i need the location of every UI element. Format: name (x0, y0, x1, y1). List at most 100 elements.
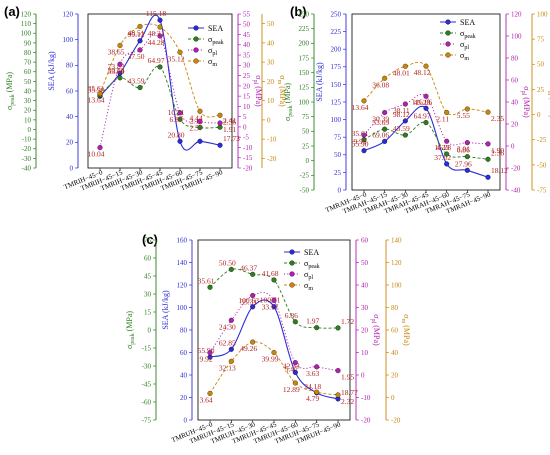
legend-marker (445, 19, 451, 25)
tick-label: 30 (24, 97, 32, 105)
tick-label: 20 (66, 139, 74, 147)
data-point (137, 84, 143, 91)
data-point (464, 167, 470, 173)
data-label: 38.65 (108, 47, 125, 56)
data-label: 55.90 (352, 140, 369, 149)
axis-peak: -50 -25 0 25 50 75 100 125 150 175 200 225 250 σpeak … (283, 10, 315, 194)
legend-label: σpl (304, 270, 313, 281)
data-point (228, 358, 234, 364)
data-point (292, 369, 298, 375)
data-label: 35.31 (240, 298, 257, 307)
data-point (402, 118, 408, 124)
legend-label: σpeak (208, 35, 224, 46)
tick-label: 60 (144, 254, 152, 262)
tick-label: 20 (180, 394, 188, 402)
axis-m: -20 0 20 40 60 80 100 120 140 σm (MPa) (385, 236, 411, 424)
tick-label: 40 (66, 113, 74, 121)
tick-label: 80 (511, 54, 519, 62)
tick-label: 140 (177, 259, 188, 267)
series-pl: 9.93 30.39 38.11 45.23 4.33 3.01 1.90 (353, 93, 504, 155)
legend-label: σpl (460, 40, 469, 51)
tick-label: -5 (243, 134, 249, 142)
series-m: 3.64 32.13 49.26 39.99 12.89 4.79 2.32 (199, 339, 354, 406)
series-sea: 55.90 62.85 100.63 100.71 42.33 24.18 18.77 (198, 296, 358, 402)
axis-title: σpl (MPa) (520, 86, 531, 118)
tick-label: 120 (177, 281, 188, 289)
tick-label: -20 (22, 145, 32, 153)
tick-label: -25 (537, 136, 547, 144)
data-label: 43.59 (393, 124, 410, 133)
data-point (423, 93, 429, 99)
tick-label: 100 (537, 10, 548, 18)
legend-marker (289, 271, 295, 277)
data-label: 46.37 (240, 263, 257, 272)
data-label: 69.06 (372, 130, 389, 139)
data-label: 17.73 (223, 134, 240, 143)
data-label: 115.18 (146, 9, 167, 18)
tick-label: -15 (243, 154, 253, 162)
data-point (444, 109, 450, 115)
data-point (271, 349, 277, 356)
tick-label: 50 (243, 21, 251, 29)
legend-label: σm (304, 281, 313, 292)
axis-title: σpl (MPa) (252, 75, 263, 107)
data-label: 1.91 (223, 125, 236, 134)
data-point (335, 368, 341, 374)
data-label: 50.50 (219, 258, 236, 267)
data-point (197, 108, 203, 114)
tick-label: 100 (391, 281, 402, 289)
data-point (314, 364, 320, 370)
data-label: 73.89 (108, 62, 125, 71)
tick-label: 25 (302, 142, 310, 150)
data-point (444, 151, 450, 157)
tick-label: 10 (243, 103, 251, 111)
tick-label: -30 (142, 362, 152, 370)
data-label: 6.86 (457, 146, 470, 155)
tick-label: -10 (243, 144, 253, 152)
data-point (197, 138, 203, 144)
tick-label: -20 (361, 416, 371, 424)
tick-label: -60 (142, 398, 152, 406)
data-point (217, 142, 223, 148)
data-label: 37.50 (128, 52, 145, 61)
data-label: 2.57 (189, 124, 202, 133)
tick-label: 55 (243, 10, 251, 18)
data-point (423, 120, 429, 126)
axis-title: σpl (MPa) (370, 314, 381, 346)
tick-label: 50 (302, 128, 310, 136)
tick-label: 100 (511, 32, 522, 40)
data-label: 116.06 (412, 97, 433, 106)
data-label: 13.64 (352, 103, 369, 112)
data-point (382, 138, 388, 144)
data-label: 35.61 (88, 84, 105, 93)
tick-label: 45 (243, 31, 251, 39)
tick-label: -10 (267, 136, 277, 144)
data-point (228, 346, 234, 352)
data-label: 55.90 (198, 346, 215, 355)
series-m: 13.64 36.08 48.01 48.12 2.11 5.55 2.35 (352, 61, 504, 123)
data-point (117, 75, 123, 81)
tick-label: 140 (391, 236, 402, 244)
tick-label: 60 (180, 349, 188, 357)
data-label: 44.28 (148, 38, 165, 47)
tick-label: 60 (391, 326, 399, 334)
tick-label: -50 (537, 161, 547, 169)
data-point (314, 325, 320, 331)
data-label: 24.18 (304, 382, 321, 391)
data-label: 62.85 (219, 338, 236, 347)
axis-peak: -75 -60 -45 -30 -15 0 15 30 45 60 75 σpeak (MPa) (125, 236, 157, 424)
data-point (157, 17, 163, 23)
legend-marker (445, 30, 451, 36)
axis-m: -75 -50 -25 0 25 50 75 100 σm (MPa) (531, 10, 550, 194)
tick-label: 20 (243, 82, 251, 90)
data-point (382, 75, 388, 81)
axis-pl: -20 -15 -10 -5 0 5 10 15 20 25 30 35 40 45 50 55 σpl (MP… (237, 10, 263, 172)
data-point (228, 317, 234, 323)
tick-label: -20 (391, 416, 401, 424)
tick-label: 0 (338, 186, 342, 194)
data-point (117, 42, 123, 49)
